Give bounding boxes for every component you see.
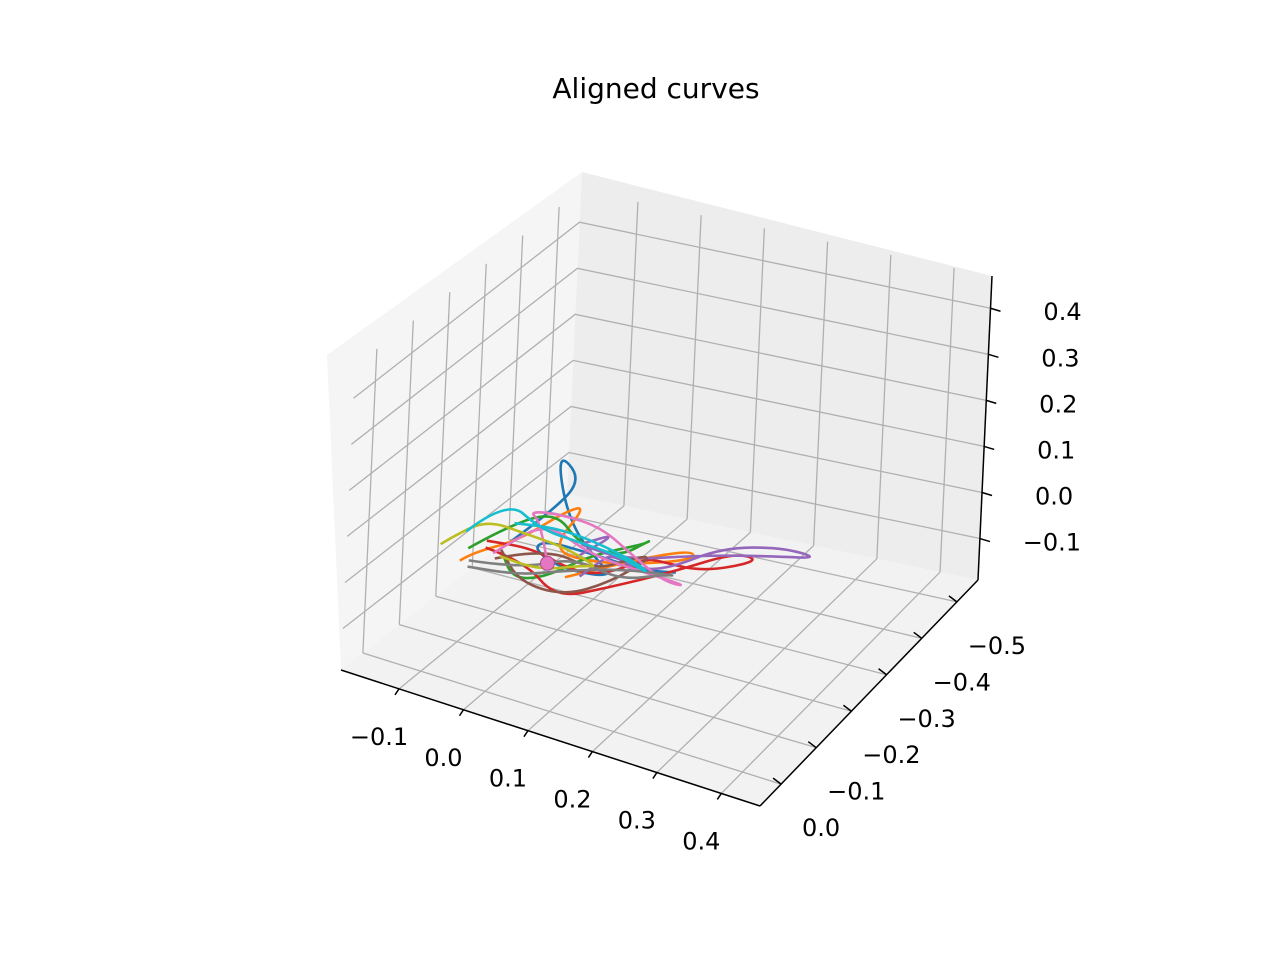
y-tick-mark	[807, 741, 817, 749]
x-gridline-back	[876, 254, 892, 559]
curves	[439, 459, 811, 596]
x-tick-mark	[394, 688, 400, 696]
y-tick-label: −0.5	[968, 632, 1026, 660]
x-gridline	[463, 518, 688, 711]
curve-series-3	[467, 515, 651, 580]
z-gridline	[353, 221, 991, 399]
y-gridline	[472, 567, 887, 676]
x-tick-label: 0.4	[682, 827, 720, 855]
y-tick-label: 0.0	[802, 814, 840, 842]
x-gridline-back	[939, 268, 955, 573]
chart-title: Aligned curves	[552, 72, 759, 105]
left-pane	[327, 172, 582, 670]
x-gridline	[720, 571, 941, 794]
gridlines	[342, 201, 991, 794]
y-tick-mark	[772, 777, 782, 785]
z-tick-mark	[988, 353, 999, 359]
z-gridline	[348, 313, 987, 491]
z-tick-label: −0.1	[1023, 529, 1081, 557]
start-marker	[539, 555, 555, 571]
curve-series-6	[494, 549, 648, 594]
x-tick-label: 0.2	[553, 786, 591, 814]
x-tick-mark	[652, 772, 658, 779]
x-gridline	[591, 545, 815, 753]
curve-series-8	[467, 559, 674, 580]
curve-series-1	[506, 459, 676, 577]
y-tick-mark	[878, 668, 888, 676]
x-tick-label: −0.1	[350, 723, 408, 751]
y-gridline-left	[398, 320, 414, 625]
y-tick-label: −0.4	[933, 668, 991, 696]
z-tick-label: 0.2	[1039, 390, 1077, 418]
x-tick-label: 0.0	[424, 744, 462, 772]
y-gridline-left	[435, 292, 451, 597]
axes-panes	[327, 172, 992, 806]
curve-series-4	[485, 539, 754, 596]
y-gridline-left	[544, 207, 560, 512]
x-axis-line	[340, 669, 761, 807]
y-gridline-left	[508, 235, 524, 540]
y-tick-mark	[913, 631, 923, 639]
x-gridline-back	[812, 241, 829, 546]
y-gridline-left	[471, 263, 487, 568]
y-gridline-left	[362, 348, 378, 653]
x-gridline-back	[749, 228, 766, 533]
curve-series-7	[492, 511, 682, 587]
z-tick-mark	[986, 399, 997, 405]
curve-series-10	[465, 508, 647, 573]
y-gridline	[362, 652, 782, 785]
y-tick-label: −0.2	[862, 741, 920, 769]
x-gridline	[656, 558, 878, 773]
z-tick-label: 0.0	[1035, 482, 1073, 510]
y-gridline	[435, 595, 852, 712]
z-gridline	[346, 359, 985, 537]
x-gridline	[398, 505, 625, 690]
z-tick-mark	[983, 445, 995, 451]
ticks: −0.1 0.0 0.1 0.2 0.3 0.4 0.0 −0.1 −0.2 −0.3 −0.4 −0…	[350, 298, 1082, 855]
z-tick-label: 0.1	[1037, 436, 1075, 464]
y-gridline	[399, 623, 817, 749]
z-gridline	[344, 405, 983, 583]
x-tick-mark	[587, 751, 594, 759]
z-tick-mark	[979, 537, 991, 543]
y-tick-mark	[948, 595, 958, 603]
x-tick-mark	[523, 730, 529, 738]
x-gridline-back	[686, 215, 702, 520]
z-tick-label: 0.4	[1043, 298, 1081, 326]
x-tick-mark	[458, 709, 465, 717]
back-pane	[567, 172, 992, 580]
x-gridline-back	[623, 201, 639, 506]
y-tick-label: −0.3	[897, 705, 955, 733]
axis-lines	[340, 275, 993, 807]
x-tick-mark	[716, 793, 722, 800]
z-tick-mark	[990, 307, 1001, 312]
z-gridline	[342, 451, 981, 630]
z-tick-mark	[981, 491, 993, 497]
x-tick-label: 0.1	[489, 765, 527, 793]
y-tick-mark	[842, 704, 852, 712]
x-gridline	[527, 531, 751, 732]
z-tick-label: 0.3	[1041, 344, 1079, 372]
y-axis-line	[759, 579, 979, 807]
y-tick-label: −0.1	[827, 778, 885, 806]
z-gridline	[350, 267, 989, 445]
z-axis-line	[977, 275, 993, 581]
x-tick-label: 0.3	[618, 807, 656, 835]
